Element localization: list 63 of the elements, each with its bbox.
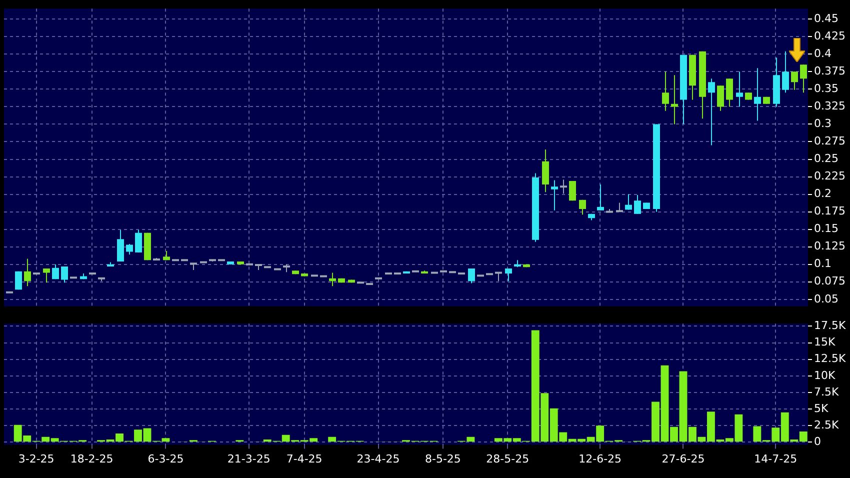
candlestick <box>126 244 133 256</box>
y-tick-label: 0.225 <box>814 170 846 183</box>
x-tick-label: 3-2-25 <box>18 452 54 466</box>
candlestick <box>662 71 669 112</box>
candlestick <box>560 179 567 194</box>
y-tick-label: 2.5K <box>814 418 840 432</box>
y-tick-label: 0.15 <box>814 222 838 236</box>
x-tick-label: 21-3-25 <box>227 452 270 466</box>
x-tick-label: 12-6-25 <box>578 452 622 466</box>
x-tick-label: 23-4-25 <box>356 452 400 466</box>
candlestick <box>717 85 724 112</box>
candlestick <box>551 180 558 211</box>
candlestick <box>671 74 678 125</box>
y-tick-label: 0.25 <box>814 152 838 166</box>
x-tick-label: 6-3-25 <box>148 452 184 466</box>
y-tick-label: 7.5K <box>814 385 840 398</box>
x-tick-label: 27-6-25 <box>662 452 705 466</box>
y-tick-label: 10K <box>814 368 836 382</box>
candlestick <box>43 268 50 284</box>
y-tick-label: 0.05 <box>814 292 838 306</box>
y-tick-label: 17.5K <box>814 319 846 332</box>
y-tick-label: 0.45 <box>814 12 838 25</box>
candlestick <box>634 194 641 214</box>
candlestick <box>117 230 124 262</box>
candlestick <box>708 78 715 146</box>
candlestick <box>579 199 586 216</box>
candlestick <box>61 266 68 284</box>
y-tick-label: 0.325 <box>814 100 846 113</box>
y-tick-label: 0.275 <box>814 134 846 148</box>
candlestick <box>754 68 761 122</box>
candlestick <box>542 148 549 193</box>
candlestick <box>52 264 59 280</box>
candlestick <box>505 268 512 282</box>
candlestick <box>597 184 604 211</box>
candlestick <box>329 272 336 287</box>
y-tick-label: 0.3 <box>814 117 832 130</box>
y-tick-label: 12.5K <box>814 352 846 366</box>
x-tick-label: 14-7-25 <box>754 452 798 466</box>
x-tick-label: 18-2-25 <box>70 452 114 466</box>
x-tick-label: 7-4-25 <box>286 452 322 466</box>
y-tick-label: 5K <box>814 402 829 415</box>
candlestick <box>24 258 31 287</box>
y-tick-label: 15K <box>814 336 836 349</box>
candlestick <box>736 71 743 108</box>
y-tick-label: 0.375 <box>814 64 846 78</box>
y-tick-label: 0.4 <box>814 47 832 60</box>
x-tick-label: 28-5-25 <box>486 452 530 466</box>
y-tick-label: 0.35 <box>814 82 838 96</box>
candlestick <box>782 50 789 94</box>
y-tick-label: 0.125 <box>814 240 846 253</box>
y-tick-label: 0.075 <box>814 274 846 288</box>
y-tick-label: 0.175 <box>814 204 846 218</box>
y-tick-label: 0.425 <box>814 29 846 42</box>
candlestick <box>625 194 632 210</box>
y-tick-label: 0 <box>814 435 821 448</box>
candlestick <box>800 64 807 94</box>
candlestick <box>726 78 733 108</box>
y-tick-label: 0.1 <box>814 257 832 270</box>
x-tick-label: 8-5-25 <box>424 452 461 466</box>
candlestick <box>791 71 798 90</box>
candlestick <box>468 268 475 284</box>
y-tick-label: 0.2 <box>814 187 832 200</box>
candlestick <box>135 230 142 253</box>
